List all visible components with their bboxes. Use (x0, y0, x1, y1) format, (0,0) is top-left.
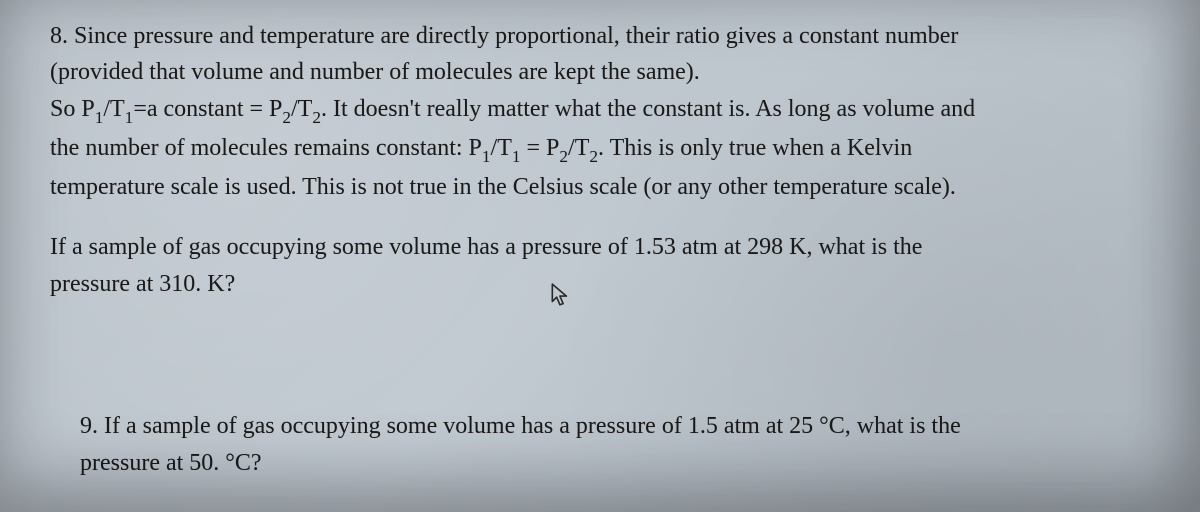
txt: =a constant = P (133, 96, 282, 122)
q9-line1: 9. If a sample of gas occupying some vol… (80, 410, 1170, 442)
sub: 1 (125, 108, 134, 127)
txt: /T (491, 135, 512, 161)
txt: = P (521, 135, 560, 161)
sub: 1 (512, 147, 521, 166)
txt: /T (568, 135, 589, 161)
sub: 1 (95, 108, 104, 127)
q9-block: 9. If a sample of gas occupying some vol… (50, 410, 1170, 479)
q8-line3: So P1/T1=a constant = P2/T2. It doesn't … (50, 93, 1170, 128)
q8-explanation: 8. Since pressure and temperature are di… (50, 20, 1170, 52)
q8-line1: Since pressure and temperature are direc… (74, 23, 958, 49)
txt: the number of molecules remains constant… (50, 135, 482, 161)
txt: . This is only true when a Kelvin (598, 135, 912, 161)
sub: 2 (312, 108, 321, 127)
q8-line2: (provided that volume and number of mole… (50, 56, 1170, 88)
txt: /T (103, 96, 124, 122)
q8-line5: temperature scale is used. This is not t… (50, 171, 1170, 203)
sub: 2 (559, 147, 568, 166)
sub: 2 (589, 147, 598, 166)
txt: . It doesn't really matter what the cons… (321, 96, 975, 122)
q8-number: 8. (50, 23, 68, 49)
q8-prompt-line2: pressure at 310. K? (50, 268, 1170, 300)
q8-prompt-line1: If a sample of gas occupying some volume… (50, 231, 1170, 263)
sub: 2 (282, 108, 291, 127)
txt: So P (50, 96, 95, 122)
sub: 1 (482, 147, 491, 166)
txt: /T (291, 96, 312, 122)
q9-line2: pressure at 50. °C? (80, 447, 1170, 479)
q8-line4: the number of molecules remains constant… (50, 132, 1170, 167)
worksheet-content: 8. Since pressure and temperature are di… (50, 20, 1170, 479)
